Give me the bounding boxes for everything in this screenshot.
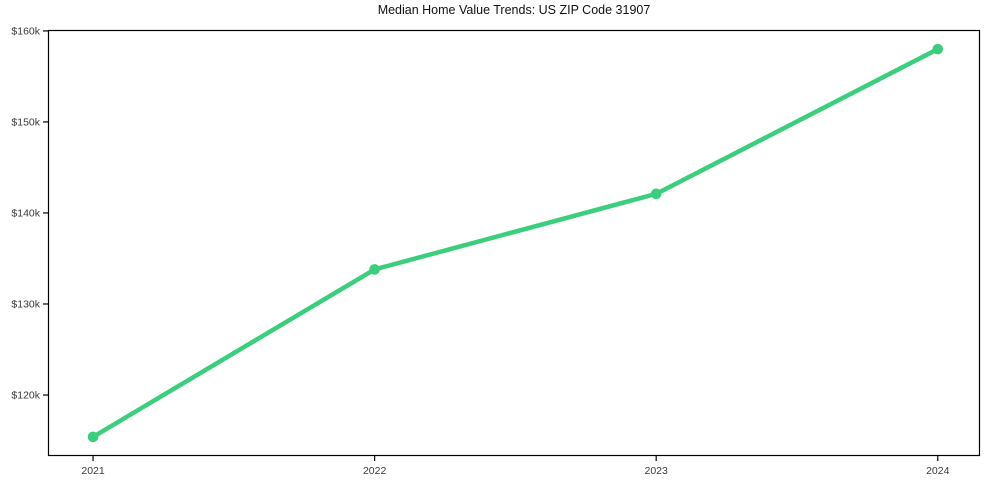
x-tick-label: 2022 xyxy=(363,465,387,477)
data-point-marker xyxy=(369,264,380,275)
y-tick-label: $160k xyxy=(11,25,40,37)
data-point-marker xyxy=(87,431,99,443)
x-tick-label: 2024 xyxy=(926,465,950,477)
data-point-marker xyxy=(650,188,662,200)
y-tick-label: $140k xyxy=(11,207,40,219)
y-tick-label: $120k xyxy=(11,390,40,402)
y-tick-label: $150k xyxy=(11,116,40,128)
plot-border xyxy=(47,29,981,457)
x-tick-label: 2023 xyxy=(645,465,669,477)
x-tick-label: 2021 xyxy=(81,465,105,477)
trend-line xyxy=(90,46,941,440)
y-tick-label: $130k xyxy=(11,298,40,310)
data-point-marker xyxy=(932,43,944,55)
chart-title: Median Home Value Trends: US ZIP Code 31… xyxy=(377,3,651,17)
